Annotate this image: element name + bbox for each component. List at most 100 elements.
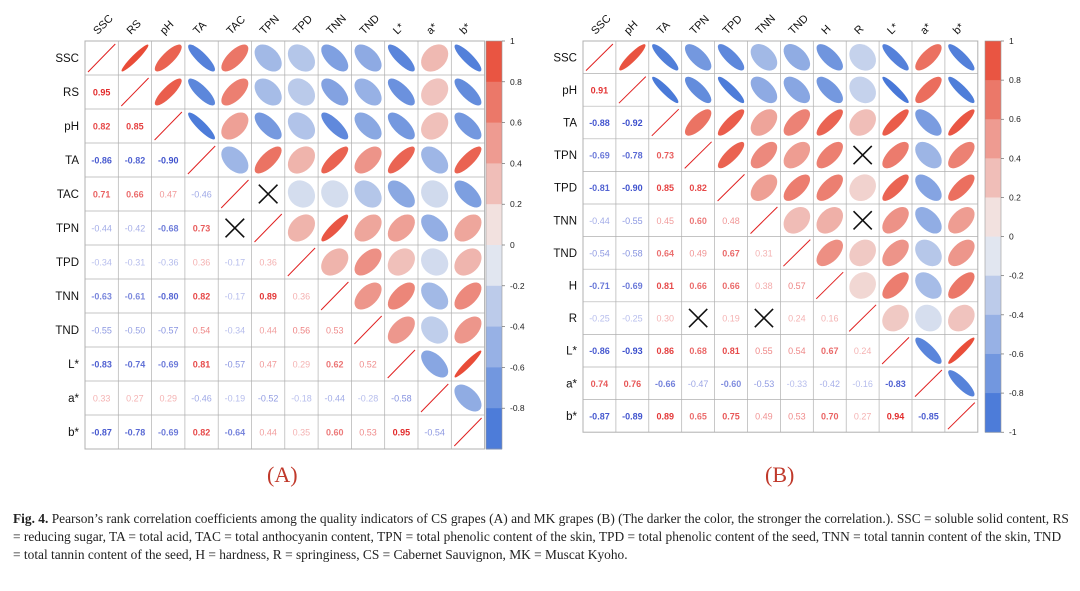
correlation-ellipse xyxy=(421,146,449,174)
caption-text: Pearson’s rank correlation coefficients … xyxy=(13,511,1069,562)
correlation-ellipse xyxy=(321,44,349,72)
correlation-ellipse xyxy=(849,76,876,104)
colorbar-segment xyxy=(486,367,502,409)
row-label: H xyxy=(569,281,577,293)
colorbar-segment xyxy=(486,163,502,205)
diagonal-mark xyxy=(881,337,910,365)
correlation-ellipse xyxy=(849,43,876,71)
correlation-value: 0.64 xyxy=(656,248,674,258)
correlation-value: -0.68 xyxy=(158,224,179,234)
correlation-ellipse xyxy=(948,141,975,169)
correlation-ellipse xyxy=(287,214,316,242)
correlation-value: -0.69 xyxy=(622,281,643,291)
correlation-ellipse xyxy=(915,109,942,136)
correlation-value: 0.31 xyxy=(755,248,773,258)
colorbar-segment xyxy=(985,80,1001,120)
correlation-ellipse xyxy=(254,78,282,106)
correlation-value: 0.82 xyxy=(193,292,211,302)
correlation-value: -0.66 xyxy=(655,379,676,389)
correlation-value: 0.73 xyxy=(656,151,674,161)
correlation-ellipse xyxy=(287,78,316,106)
correlation-value: 0.49 xyxy=(755,411,773,421)
caption-fig-label: Fig. 4. xyxy=(13,511,49,526)
correlation-value: -0.80 xyxy=(158,292,179,302)
correlation-value: -0.58 xyxy=(622,248,643,258)
correlation-value: -0.57 xyxy=(158,326,179,336)
correlation-value: 0.54 xyxy=(788,346,806,356)
column-label: TA xyxy=(191,19,209,37)
row-label: pH xyxy=(562,85,577,97)
colorbar-tick-label: 0 xyxy=(1009,232,1014,242)
column-label: L* xyxy=(391,21,407,37)
correlation-ellipse xyxy=(915,174,942,201)
diagonal-mark xyxy=(220,179,249,209)
correlation-value: -0.54 xyxy=(589,248,610,258)
insignificant-mark xyxy=(754,308,774,328)
correlation-ellipse xyxy=(849,109,876,136)
colorbar-segment xyxy=(486,81,502,124)
row-label: TND xyxy=(55,325,79,337)
correlation-ellipse xyxy=(816,44,843,71)
insignificant-mark xyxy=(852,210,873,230)
diagonal-mark xyxy=(87,43,116,73)
correlation-ellipse xyxy=(882,174,909,201)
correlation-ellipse xyxy=(783,109,811,136)
correlation-ellipse xyxy=(948,44,975,71)
correlation-value: 0.24 xyxy=(854,346,872,356)
correlation-ellipse xyxy=(849,272,876,299)
column-label: L* xyxy=(885,21,901,37)
correlation-ellipse xyxy=(321,180,349,208)
correlation-value: 0.66 xyxy=(722,281,740,291)
correlation-value: 0.95 xyxy=(393,428,411,438)
row-label: a* xyxy=(68,393,79,405)
correlation-ellipse xyxy=(321,146,349,174)
diagonal-mark xyxy=(914,369,943,397)
insignificant-mark xyxy=(224,218,245,238)
diagonal-mark xyxy=(254,213,283,243)
colorbar-tick-label: 1 xyxy=(1009,36,1014,46)
correlation-value: -0.31 xyxy=(125,258,146,268)
correlation-ellipse xyxy=(387,248,415,276)
correlation-ellipse xyxy=(783,76,811,104)
correlation-ellipse xyxy=(321,248,349,276)
correlation-ellipse xyxy=(882,141,909,169)
row-label: a* xyxy=(566,378,577,390)
correlation-ellipse xyxy=(783,174,811,201)
colorbar-tick-label: 0.6 xyxy=(1009,114,1021,124)
correlation-ellipse xyxy=(421,112,449,140)
correlation-ellipse xyxy=(652,76,679,104)
correlation-value: -0.88 xyxy=(589,118,610,128)
colorbar-tick-label: 0 xyxy=(510,240,515,250)
correlation-value: -0.17 xyxy=(225,292,246,302)
row-label: TPD xyxy=(56,257,79,269)
correlation-ellipse xyxy=(750,141,778,169)
row-label: TPN xyxy=(56,223,79,235)
correlation-ellipse xyxy=(750,174,778,201)
correlation-value: 0.30 xyxy=(656,314,674,324)
correlation-value: 0.85 xyxy=(656,183,674,193)
correlation-ellipse xyxy=(619,44,646,71)
correlation-value: 0.53 xyxy=(326,326,344,336)
correlation-value: -0.55 xyxy=(91,326,112,336)
correlation-ellipse xyxy=(915,44,942,71)
diagonal-mark xyxy=(453,417,482,447)
diagonal-mark xyxy=(187,145,216,175)
correlation-value: -0.69 xyxy=(589,151,610,161)
correlation-ellipse xyxy=(188,78,216,106)
colorbar-tick-label: 0.6 xyxy=(510,118,522,128)
colorbar-tick-label: 0.4 xyxy=(1009,153,1021,163)
correlation-value: 0.44 xyxy=(259,428,277,438)
insignificant-mark xyxy=(258,184,279,204)
correlation-value: 0.55 xyxy=(755,346,773,356)
correlation-value: -0.61 xyxy=(125,292,146,302)
correlation-value: 0.82 xyxy=(193,428,211,438)
column-label: TND xyxy=(786,13,811,38)
correlation-value: -0.86 xyxy=(91,156,112,166)
colorbar-segment xyxy=(985,393,1001,433)
correlation-ellipse xyxy=(454,180,482,208)
row-label: TNN xyxy=(553,215,577,227)
correlation-ellipse xyxy=(684,76,712,104)
correlation-ellipse xyxy=(750,76,778,104)
correlation-value: 0.27 xyxy=(126,394,144,404)
correlation-ellipse xyxy=(783,141,811,169)
